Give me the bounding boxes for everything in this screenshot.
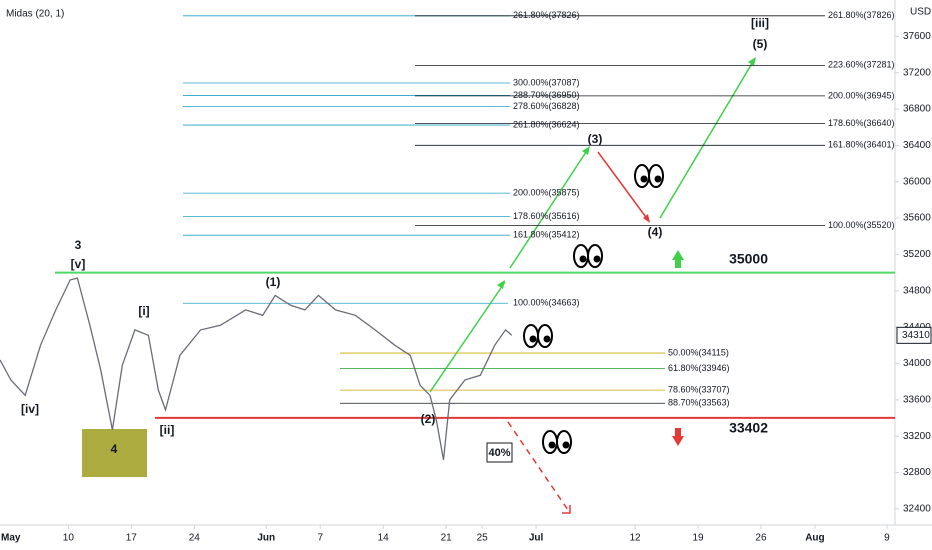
fib-label: 88.70%(33563) [668,398,730,408]
wave-label: [i] [138,304,149,318]
arrow-head [562,505,571,514]
key-level-label: 35000 [729,250,768,266]
x-tick-label: 26 [755,533,767,544]
x-tick-label: 25 [477,533,489,544]
fib-label: 161.80%(35412) [513,230,580,240]
wave-label: (4) [648,225,663,239]
y-tick-label: 33600 [903,395,931,406]
currency-label: USD [910,7,931,18]
arrow [509,148,589,269]
fib-label: 261.80%(37826) [828,10,895,20]
arrow-head [497,280,505,289]
eyes-icon [542,430,572,454]
x-tick-label: 21 [441,533,453,544]
y-tick-label: 37600 [903,31,931,42]
fib-label: 200.00%(36945) [828,90,895,100]
last-price-label: 34310 [902,330,930,341]
arrow [597,151,649,221]
probability-box [486,442,513,463]
y-tick-label: 34800 [903,285,931,296]
y-tick-label: 36000 [903,176,931,187]
wave4-zone [82,429,147,477]
fib-label: 261.80%(36624) [513,119,580,129]
x-tick-label: Aug [805,533,824,544]
x-tick-label: Jun [257,533,275,544]
y-tick-label: 33200 [903,431,931,442]
x-tick-label: 9 [884,533,890,544]
eyes-icon [523,324,553,348]
probability-label: 40% [488,447,510,459]
y-tick-label: 35200 [903,249,931,260]
wave-label: 4 [111,442,118,456]
x-tick-label: 19 [692,533,704,544]
y-tick-label: 37200 [903,67,931,78]
fib-label: 178.60%(36640) [828,118,895,128]
x-tick-label: 7 [317,533,323,544]
x-tick-label: 24 [189,533,201,544]
x-tick-label: 14 [378,533,390,544]
arrow-head [643,214,650,223]
fib-label: 78.60%(33707) [668,385,730,395]
fib-label: 161.80%(36401) [828,140,895,150]
fib-label: 261.80%(37826) [513,10,580,20]
fib-label: 50.00%(34115) [668,347,729,357]
fib-label: 300.00%(37087) [513,77,580,87]
wave-label: [ii] [160,423,175,437]
fib-label: 100.00%(34663) [513,298,580,308]
arrow [507,421,569,511]
eyes [523,164,664,454]
wave-label: [iv] [21,402,39,416]
y-tick-label: 35600 [903,213,931,224]
y-tick-label: 32400 [903,504,931,515]
wave-label: (2) [421,412,436,426]
x-tick-label: 10 [63,533,75,544]
x-tick-label: Jul [529,533,544,544]
y-tick-label: 32800 [903,467,931,478]
indicator-label: Midas (20, 1) [6,9,64,20]
y-tick-label: 36800 [903,104,931,115]
arrow-head [748,57,756,66]
fib-label: 178.60%(35616) [513,211,580,221]
arrow [429,281,506,393]
arrow-head [582,146,590,155]
down-arrow [672,428,684,446]
fib-label: 100.00%(35520) [828,220,895,230]
projection-arrows [429,57,756,514]
y-tick-label: 36400 [903,140,931,151]
eyes-icon [573,244,603,268]
fib-label: 61.80%(33946) [668,363,730,373]
x-tick-label: 12 [629,533,641,544]
fib-label: 278.60%(36828) [513,101,580,111]
y-tick-label: 34000 [903,358,931,369]
wave-label: (1) [266,275,281,289]
fib-label: 200.00%(35875) [513,187,580,197]
last-price-tag [896,326,932,344]
fib-label: 288.70%(36950) [513,90,580,100]
wave-label: (5) [753,37,768,51]
x-tick-label: May [1,533,21,544]
wave-label: 3 [75,238,82,252]
wave-label: (3) [588,132,603,146]
price-line [0,277,513,460]
key-level-label: 33402 [729,420,768,436]
x-tick-label: 17 [126,533,138,544]
wave-label: [iii] [751,16,769,30]
fib-label: 223.60%(37281) [828,60,895,70]
wave-label: [v] [71,257,86,271]
eyes-icon [634,164,664,188]
up-arrow [672,250,684,268]
arrow [659,59,755,219]
